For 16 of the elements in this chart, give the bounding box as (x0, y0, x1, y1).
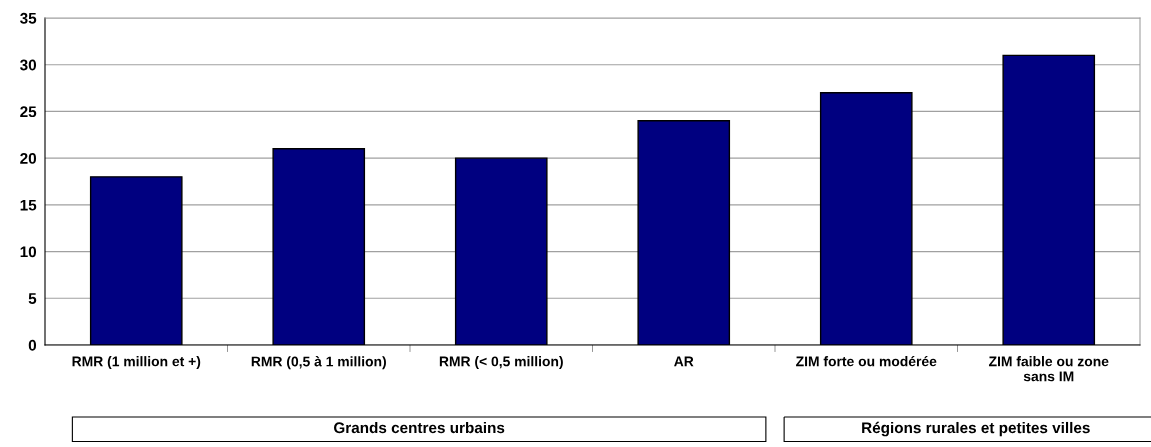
y-tick-label: 15 (20, 199, 37, 211)
x-tick-label: ZIM faible ou zone sans IM (988, 356, 1109, 382)
y-tick-label: 35 (20, 12, 37, 24)
x-tick-label: RMR (< 0,5 million) (439, 356, 563, 370)
y-tick-label: 5 (28, 293, 37, 304)
x-tick-label: RMR (1 million et +) (72, 356, 201, 370)
y-tick-label: 10 (20, 246, 37, 258)
y-tick-label: 25 (20, 106, 37, 118)
x-tick-label: ZIM forte ou modérée (796, 355, 937, 367)
y-tick-label: 30 (20, 59, 37, 71)
text: Régions rurales et petites villes (862, 421, 1090, 437)
y-tick-label: 0 (28, 339, 37, 351)
y-tick-label: 20 (20, 153, 37, 164)
text: Grands centres urbains (334, 421, 505, 434)
x-tick-label: AR (674, 356, 694, 367)
x-tick-label: RMR (0,5 à 1 million) (251, 356, 386, 370)
